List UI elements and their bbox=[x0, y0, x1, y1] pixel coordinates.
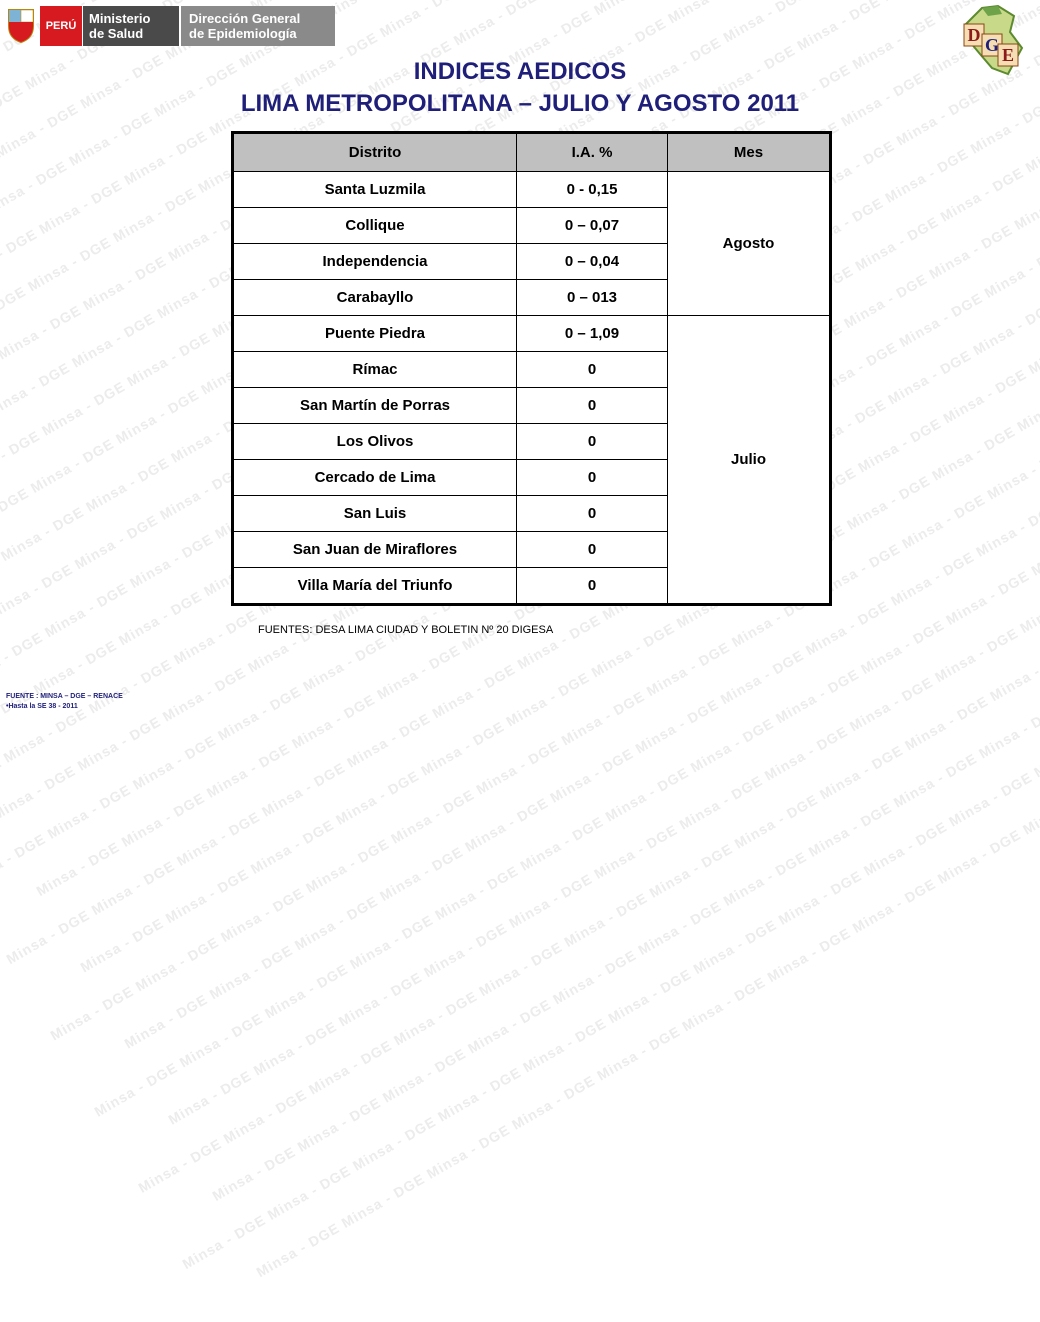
header-logo-bar: PERÚ Ministerio de Salud Dirección Gener… bbox=[0, 0, 340, 54]
district-cell: Puente Piedra bbox=[232, 315, 517, 352]
peru-badge: PERÚ bbox=[40, 6, 82, 46]
ministry-line-2: de Salud bbox=[89, 26, 144, 41]
ia-cell: 0 – 013 bbox=[516, 279, 668, 316]
coat-of-arms-icon bbox=[8, 9, 34, 44]
ia-cell: 0 bbox=[516, 495, 668, 532]
district-cell: Carabayllo bbox=[232, 279, 517, 316]
watermark-row: Minsa - DGE Minsa - DGE Minsa - DGE Mins… bbox=[253, 187, 1040, 1281]
district-cell: Los Olivos bbox=[232, 423, 517, 460]
district-cell: Independencia bbox=[232, 243, 517, 280]
ministry-line-1: Ministerio bbox=[89, 11, 151, 26]
table-row: Santa Luzmila 0 - 0,15 Agosto bbox=[232, 171, 831, 316]
table-row: Puente Piedra 0 – 1,09 Julio bbox=[232, 315, 831, 605]
directorate-line-1: Dirección General bbox=[189, 11, 301, 26]
table-row: Independencia 0 – 0,04 bbox=[232, 243, 831, 280]
ia-cell: 0 – 1,09 bbox=[516, 315, 668, 352]
district-cell: Rímac bbox=[232, 351, 517, 388]
month-cell-agosto: Agosto bbox=[667, 171, 831, 316]
logo-letter-g: G bbox=[985, 35, 999, 55]
table-row: Los Olivos 0 bbox=[232, 423, 831, 460]
ia-cell: 0 bbox=[516, 567, 668, 605]
dge-map-logo-icon: D G E bbox=[963, 4, 1024, 76]
source-note: FUENTES: DESA LIMA CIUDAD Y BOLETIN Nº 2… bbox=[258, 624, 554, 636]
month-cell-julio: Julio bbox=[667, 315, 831, 605]
district-cell: Santa Luzmila bbox=[232, 171, 517, 208]
table-row: Collique 0 – 0,07 bbox=[232, 207, 831, 244]
district-cell: San Juan de Miraflores bbox=[232, 531, 517, 568]
district-cell: San Luis bbox=[232, 495, 517, 532]
ministry-badge: Ministerio de Salud bbox=[83, 6, 179, 46]
logo-letter-e: E bbox=[1002, 45, 1014, 65]
ia-cell: 0 bbox=[516, 459, 668, 496]
ia-cell: 0 bbox=[516, 423, 668, 460]
ia-cell: 0 – 0,07 bbox=[516, 207, 668, 244]
ia-cell: 0 bbox=[516, 387, 668, 424]
table-row: Carabayllo 0 – 013 bbox=[232, 279, 831, 316]
table-row: Rímac 0 bbox=[232, 351, 831, 388]
district-cell: Villa María del Triunfo bbox=[232, 567, 517, 605]
district-cell: San Martín de Porras bbox=[232, 387, 517, 424]
page-subtitle: LIMA METROPOLITANA – JULIO Y AGOSTO 2011 bbox=[240, 90, 800, 117]
directorate-badge: Dirección General de Epidemiología bbox=[181, 6, 335, 46]
ia-cell: 0 bbox=[516, 531, 668, 568]
table-row: San Luis 0 bbox=[232, 495, 831, 532]
ia-cell: 0 - 0,15 bbox=[516, 171, 668, 208]
table-header-row: Distrito I.A. % Mes bbox=[232, 132, 831, 172]
footer-period-note: •Hasta la SE 38 - 2011 bbox=[6, 703, 78, 710]
aedic-index-table: Distrito I.A. % Mes Santa Luzmila 0 - 0,… bbox=[231, 131, 832, 606]
column-header-month: Mes bbox=[667, 132, 831, 172]
page-title: INDICES AEDICOS bbox=[413, 58, 627, 85]
watermark-row: Minsa - DGE Minsa - DGE Minsa - DGE Mins… bbox=[179, 179, 1040, 1273]
district-cell: Cercado de Lima bbox=[232, 459, 517, 496]
table-row: Villa María del Triunfo 0 bbox=[232, 567, 831, 605]
column-header-ia: I.A. % bbox=[516, 132, 668, 172]
logo-letter-d: D bbox=[968, 25, 981, 45]
footer-source: FUENTE : MINSA – DGE – RENACE bbox=[6, 693, 123, 700]
ia-cell: 0 bbox=[516, 351, 668, 388]
column-header-district: Distrito bbox=[232, 132, 517, 172]
table-row: Cercado de Lima 0 bbox=[232, 459, 831, 496]
directorate-line-2: de Epidemiología bbox=[189, 26, 297, 41]
district-cell: Collique bbox=[232, 207, 517, 244]
table-row: San Juan de Miraflores 0 bbox=[232, 531, 831, 568]
ia-cell: 0 – 0,04 bbox=[516, 243, 668, 280]
